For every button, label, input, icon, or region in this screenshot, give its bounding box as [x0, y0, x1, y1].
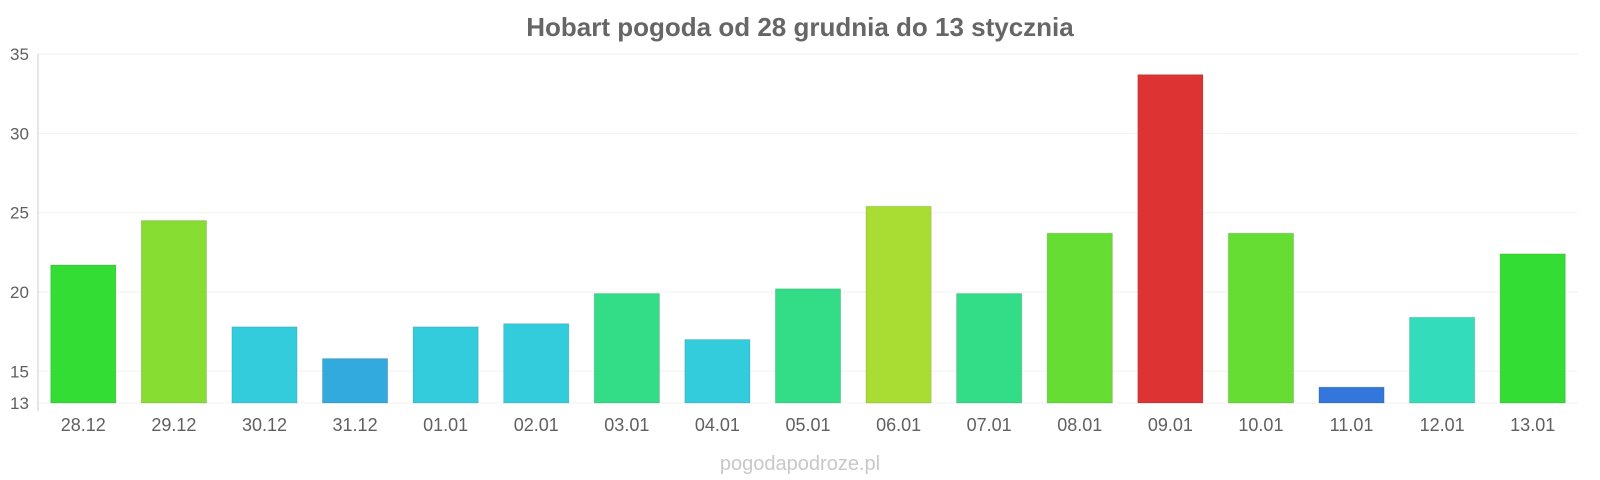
x-tick-label: 12.01 — [1420, 415, 1465, 435]
bar-12.01 — [1409, 316, 1476, 404]
bar-03.01 — [593, 293, 660, 404]
bar-04.01 — [684, 339, 751, 404]
x-tick-label: 05.01 — [785, 415, 830, 435]
x-tick-label: 13.01 — [1510, 415, 1555, 435]
y-tick-label: 35 — [10, 45, 29, 64]
bar-05.01 — [774, 288, 842, 404]
bar-06.01 — [865, 205, 932, 404]
y-tick-label: 25 — [10, 204, 29, 223]
y-tick-label: 30 — [10, 124, 29, 143]
bar-28.12 — [50, 264, 117, 404]
x-tick-label: 06.01 — [876, 415, 921, 435]
bar-10.01 — [1227, 232, 1295, 404]
bar-01.01 — [412, 326, 479, 404]
bar-13.01 — [1499, 253, 1566, 404]
y-tick-labels: 13 15 20 25 30 35 — [10, 45, 29, 413]
bar-31.12 — [321, 358, 389, 404]
bar-29.12 — [140, 220, 207, 404]
x-tick-label: 09.01 — [1148, 415, 1193, 435]
x-tick-label: 01.01 — [423, 415, 468, 435]
chart-title: Hobart pogoda od 28 grudnia do 13 styczn… — [526, 12, 1074, 42]
bar-30.12 — [231, 326, 298, 404]
bar-07.01 — [956, 293, 1023, 404]
bar-09.01 — [1137, 74, 1204, 404]
y-tick-label: 15 — [10, 362, 29, 381]
y-tick-label: 20 — [10, 283, 29, 302]
x-tick-labels: 28.12 29.12 30.12 31.12 01.01 02.01 03.01 04.01… — [61, 415, 1555, 435]
bar-08.01 — [1046, 232, 1113, 404]
bar-02.01 — [503, 323, 570, 404]
x-tick-label: 29.12 — [151, 415, 196, 435]
site-credit: pogodapodroze.pl — [720, 453, 880, 475]
x-tick-label: 11.01 — [1330, 415, 1374, 435]
x-tick-label: 07.01 — [967, 415, 1012, 435]
x-tick-label: 04.01 — [695, 415, 740, 435]
x-tick-label: 10.01 — [1238, 415, 1283, 435]
y-tick-label: 13 — [10, 394, 29, 413]
x-tick-label: 08.01 — [1057, 415, 1102, 435]
x-tick-label: 02.01 — [514, 415, 559, 435]
x-tick-label: 31.12 — [333, 415, 378, 435]
x-tick-label: 28.12 — [61, 415, 106, 435]
bars — [50, 74, 1566, 404]
x-tick-label: 30.12 — [242, 415, 287, 435]
x-tick-label: 03.01 — [604, 415, 649, 435]
bar-11.01 — [1318, 386, 1385, 404]
